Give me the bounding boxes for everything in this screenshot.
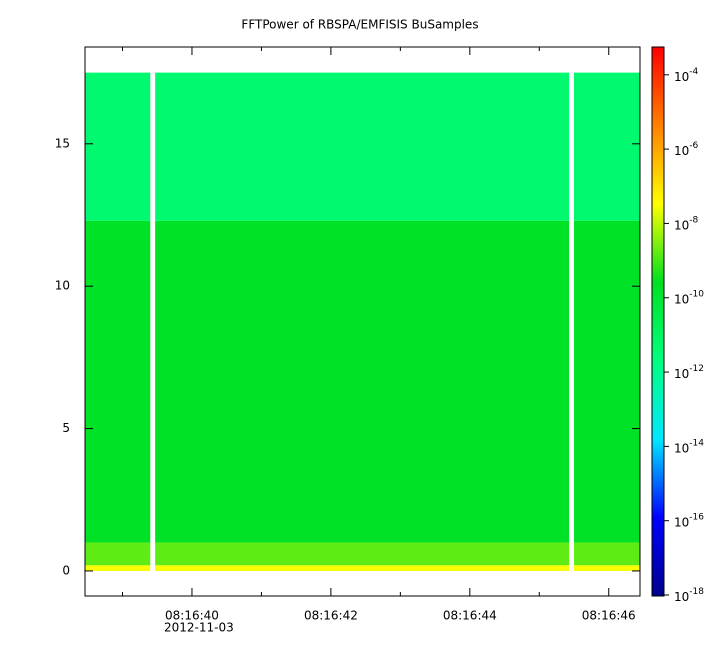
data-gap — [150, 47, 156, 596]
colorbar-tick-label: 10-6 — [674, 141, 699, 158]
colorbar-tick-exponent: -6 — [689, 141, 698, 151]
data-gap — [569, 47, 575, 596]
colorbar-tick-exponent: -18 — [689, 587, 704, 597]
colorbar-tick-base: 10 — [674, 590, 689, 604]
spectrogram-band — [85, 542, 640, 566]
colorbar-tick-base: 10 — [674, 292, 689, 306]
colorbar-tick-base: 10 — [674, 367, 689, 381]
colorbar-tick-exponent: -4 — [689, 66, 698, 76]
x-tick-label: 08:16:46 — [582, 609, 636, 623]
x-tick-label: 08:16:44 — [443, 609, 497, 623]
spectrogram-band — [85, 72, 640, 221]
colorbar-tick-label: 10-8 — [674, 215, 699, 232]
colorbar-tick-base: 10 — [674, 218, 689, 232]
colorbar-tick-label: 10-12 — [674, 364, 704, 381]
colorbar-tick-label: 10-4 — [674, 66, 699, 83]
colorbar-tick-exponent: -10 — [689, 289, 704, 299]
x-tick-label: 08:16:40 — [165, 609, 219, 623]
colorbar-tick-exponent: -8 — [689, 215, 698, 225]
x-tick-label: 08:16:42 — [304, 609, 358, 623]
spectrogram-band — [85, 565, 640, 571]
plot-frame — [84, 46, 641, 597]
y-tick-label: 5 — [62, 421, 70, 435]
colorbar-tick-exponent: -16 — [689, 512, 704, 522]
y-tick-label: 15 — [55, 136, 70, 150]
colorbar-tick-base: 10 — [674, 441, 689, 455]
colorbar-tick-base: 10 — [674, 69, 689, 83]
colorbar-tick-label: 10-18 — [674, 587, 704, 604]
y-tick-label: 0 — [62, 563, 70, 577]
chart-title: FFTPower of RBSPA/EMFISIS BuSamples — [241, 18, 478, 32]
spectrogram-band — [85, 220, 640, 543]
y-tick-label: 10 — [55, 279, 70, 293]
colorbar-tick-label: 10-14 — [674, 438, 704, 455]
colorbar-tick-label: 10-10 — [674, 289, 704, 306]
colorbar-tick-exponent: -12 — [689, 364, 704, 374]
colorbar-tick-base: 10 — [674, 515, 689, 529]
colorbar — [651, 46, 665, 597]
colorbar-tick-base: 10 — [674, 144, 689, 158]
colorbar-tick-exponent: -14 — [689, 438, 704, 448]
colorbar-tick-label: 10-16 — [674, 512, 704, 529]
date-label: 2012-11-03 — [164, 621, 234, 635]
